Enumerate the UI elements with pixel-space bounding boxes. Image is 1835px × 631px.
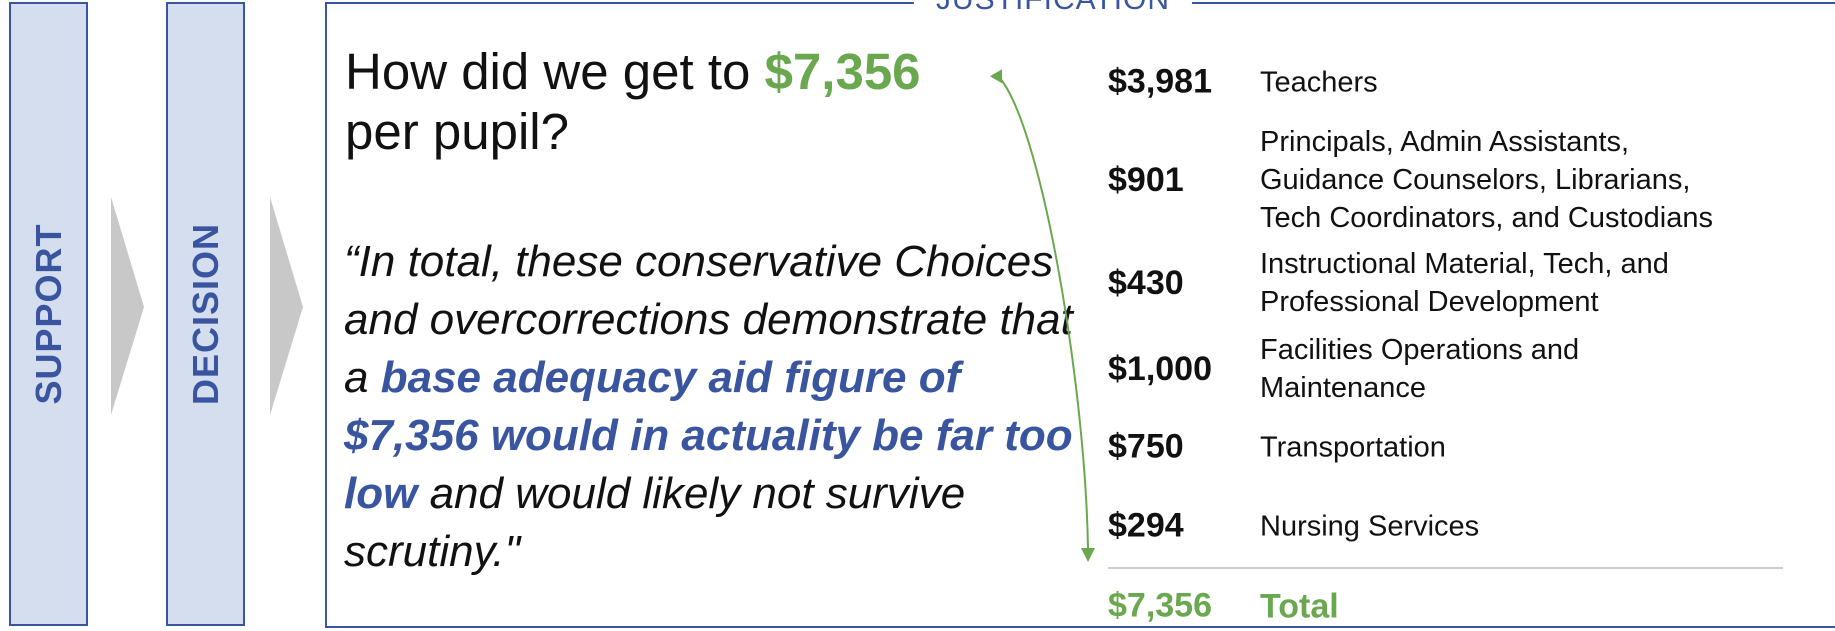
label-line: Professional Development [1260, 286, 1599, 318]
label-line: Instructional Material, Tech, and [1260, 248, 1669, 280]
label-line: Transportation [1260, 431, 1446, 463]
heading-text: per pupil? [345, 103, 569, 160]
sidebar-tab: SUPPORT [9, 2, 88, 626]
divider [1108, 567, 1783, 569]
amount: $750 [1108, 427, 1184, 466]
amount: $3,981 [1108, 62, 1212, 101]
breakdown-row: $1,000 Facilities Operations and Maintenan… [1108, 331, 1579, 407]
heading-amount: $7,356 [764, 43, 921, 100]
label-line: Teachers [1260, 66, 1378, 98]
total-amount: $7,356 [1108, 586, 1212, 625]
amount: $1,000 [1108, 349, 1212, 388]
label: Principals, Admin Assistants, Guidance Co… [1260, 123, 1713, 237]
chevron [111, 197, 144, 415]
breakdown-row: $430 Instructional Material, Tech, and Pro… [1108, 245, 1669, 321]
total-row: $7,356 Total [1108, 587, 1339, 626]
amount: $901 [1108, 160, 1184, 199]
breakdown-row: $3,981 Teachers [1108, 63, 1378, 102]
label-line: Maintenance [1260, 372, 1427, 404]
quote-text: and would likely not survive scrutiny." [344, 469, 966, 576]
chevron [270, 197, 303, 415]
label-line: Principals, Admin Assistants, [1260, 126, 1630, 158]
sidebar-label: DECISION [184, 222, 226, 406]
heading: How did we get to $7,356 per pupil? [345, 42, 995, 162]
quote-text: “In total, these conservative Choices an… [344, 237, 1073, 402]
label: Nursing Services [1260, 507, 1479, 545]
section-title: JUSTIFICATION [913, 0, 1193, 15]
breakdown-row: $294 Nursing Services [1108, 507, 1479, 546]
sidebar-label: SUPPORT [27, 223, 69, 405]
label: Instructional Material, Tech, and Profess… [1260, 245, 1669, 321]
sidebar-tab: DECISION [166, 2, 245, 626]
label-line: Guidance Counselors, Librarians, [1260, 164, 1691, 196]
label: Facilities Operations and Maintenance [1260, 331, 1579, 407]
amount: $430 [1108, 263, 1184, 302]
breakdown-row: $901 Principals, Admin Assistants, Guidanc… [1108, 123, 1713, 237]
label: Teachers [1260, 63, 1378, 101]
heading-text: How did we get to [345, 43, 751, 100]
label: Transportation [1260, 428, 1446, 466]
amount: $294 [1108, 506, 1184, 545]
quote-emphasis: base adequacy aid figure of $7,356 would… [344, 353, 1073, 518]
total-label: Total [1260, 587, 1339, 625]
label-line: Nursing Services [1260, 510, 1480, 542]
label-line: Facilities Operations and [1260, 334, 1580, 366]
label-line: Tech Coordinators, and Custodians [1260, 202, 1713, 234]
quote: “In total, these conservative Choices an… [344, 233, 1074, 581]
breakdown-row: $750 Transportation [1108, 428, 1446, 467]
